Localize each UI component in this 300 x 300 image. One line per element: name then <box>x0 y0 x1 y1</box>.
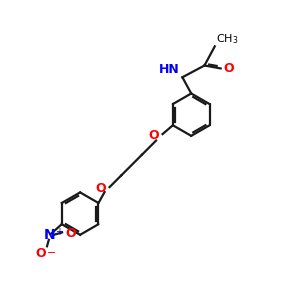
Text: O: O <box>35 247 46 260</box>
Text: HN: HN <box>159 63 180 76</box>
Text: +: + <box>55 227 63 237</box>
Text: O: O <box>148 129 159 142</box>
Text: O: O <box>95 182 106 195</box>
Text: CH$_3$: CH$_3$ <box>216 32 239 46</box>
Text: −: − <box>47 248 56 258</box>
Text: O: O <box>66 226 76 239</box>
Text: O: O <box>223 62 234 75</box>
Text: N: N <box>44 228 55 242</box>
